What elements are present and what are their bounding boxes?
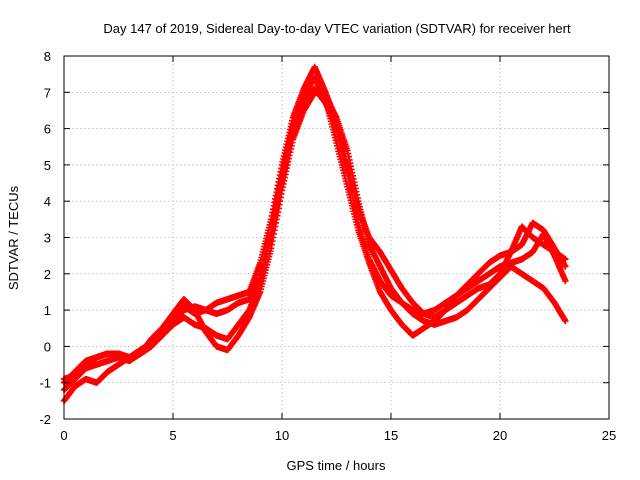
axis-ticks: [63, 55, 610, 420]
x-tick-label: 0: [60, 428, 67, 443]
y-tick-label: 3: [44, 231, 51, 246]
x-axis-tick-labels: 0 5 10 15 20 25: [60, 428, 616, 443]
y-axis-tick-labels: -2 -1 0 1 2 3 4 5 6 7 8: [39, 49, 51, 427]
y-tick-label: 7: [44, 85, 51, 100]
x-axis-label: GPS time / hours: [287, 458, 386, 473]
x-tick-label: 25: [602, 428, 616, 443]
x-tick-label: 5: [169, 428, 176, 443]
data-point: [562, 317, 569, 325]
series-track-3: [60, 89, 569, 383]
chart-title: Day 147 of 2019, Sidereal Day-to-day VTE…: [103, 21, 571, 36]
y-tick-label: 2: [44, 267, 51, 282]
x-tick-label: 20: [493, 428, 507, 443]
series-track-4: [60, 74, 569, 386]
data-point: [562, 277, 569, 285]
y-tick-label: 5: [44, 158, 51, 173]
y-tick-label: 8: [44, 49, 51, 64]
y-axis-label: SDTVAR / TECUs: [6, 185, 21, 290]
y-tick-label: 4: [44, 194, 51, 209]
y-tick-label: -1: [39, 376, 51, 391]
y-tick-label: 6: [44, 122, 51, 137]
x-tick-label: 15: [384, 428, 398, 443]
data-point: [562, 263, 569, 270]
y-tick-label: -2: [39, 412, 51, 427]
y-tick-label: 0: [44, 339, 51, 354]
series-track-2: [60, 85, 569, 394]
x-tick-label: 10: [275, 428, 289, 443]
y-tick-label: 1: [44, 303, 51, 318]
data-points: [60, 63, 569, 405]
